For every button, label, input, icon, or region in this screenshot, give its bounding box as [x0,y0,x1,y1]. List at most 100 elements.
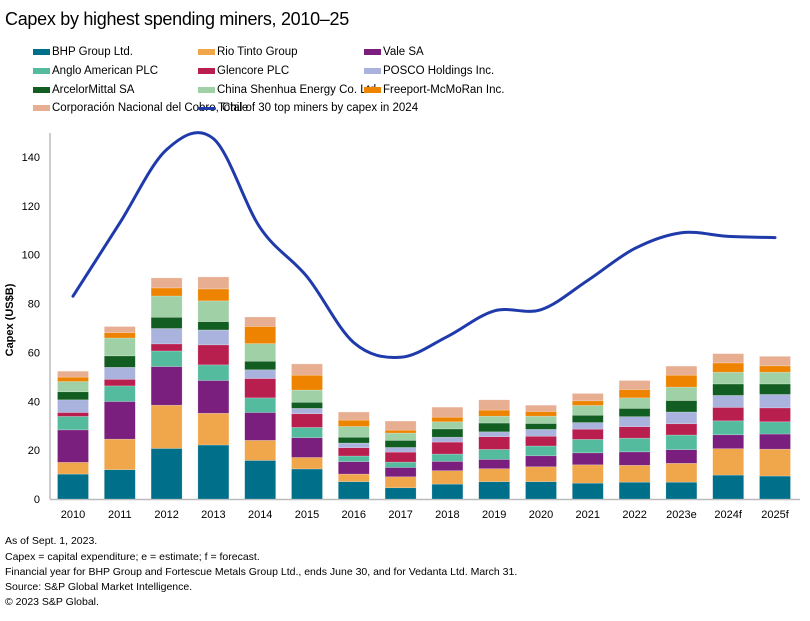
bar-segment [431,406,464,418]
legend-item: POSCO Holdings Inc. [364,65,494,77]
bar-stack [571,393,604,500]
bar-stack [431,406,464,500]
bar-segment [571,405,604,416]
x-tick-label: 2024f [714,509,742,521]
bar-segment [525,466,557,482]
bar-segment [384,461,417,468]
x-tick-label: 2014 [248,509,272,521]
legend-item: Rio Tinto Group [198,46,298,58]
bar-segment [244,343,276,362]
bar-segment [618,397,651,409]
bar-segment [244,369,276,379]
bar-segment [478,409,511,417]
y-tick-label: 0 [34,494,40,506]
legend-label: Anglo American PLC [52,65,159,77]
bar-segment [337,442,370,448]
bar-segment [712,420,745,436]
bar-segment [57,376,89,382]
legend-line-swatch [198,106,216,110]
y-tick-label: 20 [28,445,40,457]
bar-segment [525,455,557,468]
footnote: As of Sept. 1, 2023. [5,535,98,547]
bar-segment [291,401,323,409]
bar-segment [712,407,745,422]
bar-segment [431,428,464,438]
bar-segment [712,371,745,385]
bar-segment [431,441,464,455]
bar-segment [197,276,230,290]
bar-stack [291,363,323,500]
y-tick-label: 60 [28,347,40,359]
x-tick-label: 2018 [435,509,459,521]
legend-swatch [33,49,50,55]
bar-segment [197,329,230,346]
bar-segment [244,397,276,413]
bar-segment [665,365,698,376]
bar-segment [618,426,651,439]
bar-segment [57,473,89,500]
bar-segment [150,328,183,345]
legend-item: Corporación Nacional del Cobre, Chile [33,102,248,114]
bar-segment [104,367,136,380]
footnote: © 2023 S&P Global. [5,596,99,608]
bar-segment [618,451,651,466]
y-tick-label: 80 [28,299,40,311]
bar-segment [150,287,183,297]
bar-segment [478,422,511,433]
bar-segment [571,414,604,423]
bar-segment [104,385,136,402]
bar-segment [291,389,323,403]
x-tick-label: 2025f [761,509,789,521]
total-line [71,131,777,360]
bar-segment [104,332,136,339]
bar-segment [57,381,89,393]
bar-segment [712,448,745,476]
bar-segment [104,355,136,368]
bar-segment [57,416,89,431]
bar-segment [244,412,276,441]
bar-segment [150,295,183,318]
legend-item: ArcelorMittal SA [33,84,134,96]
legend-label: Corporación Nacional del Cobre, Chile [52,102,249,114]
bar-segment [150,366,183,406]
legend-item: BHP Group Ltd. [33,46,133,58]
bar-segment [759,448,791,477]
bar-segment [431,453,464,462]
legend-swatch [33,87,50,93]
legend-label: Glencore PLC [217,65,290,77]
bar-segment [57,391,89,401]
chart-title: Capex by highest spending miners, 2010–2… [5,9,349,29]
bar-segment [104,469,136,500]
bar-segment [384,420,417,431]
bar-segment [525,411,557,417]
x-tick-label: 2019 [482,509,506,521]
bar-segment [712,353,745,364]
bar-segment [197,444,230,500]
bar-segment [478,415,511,424]
bar-segment [712,383,745,396]
bar-segment [478,449,511,460]
bar-segment [104,337,136,357]
bar-segment [571,393,604,402]
legend-item: Glencore PLC [198,65,289,77]
bar-segment [104,401,136,440]
bar-segment [197,300,230,322]
y-axis-label: Capex (US$B) [4,283,16,356]
bar-stack [712,353,745,500]
x-tick-label: 2012 [154,509,178,521]
bar-segment [384,429,417,434]
bar-segment [150,277,183,289]
bar-segment [384,432,417,441]
bar-segment [712,395,745,408]
bar-segment [291,408,323,415]
footnote: Financial year for BHP Group and Fortesc… [5,566,518,578]
bar-segment [150,404,183,449]
bar-segment [759,394,791,409]
x-tick-label: 2017 [388,509,412,521]
bar-segment [337,455,370,462]
bar-segment [571,439,604,454]
bar-segment [571,400,604,406]
legend-swatch [198,49,215,55]
bar-segment [525,423,557,430]
bar-stack [618,380,651,500]
